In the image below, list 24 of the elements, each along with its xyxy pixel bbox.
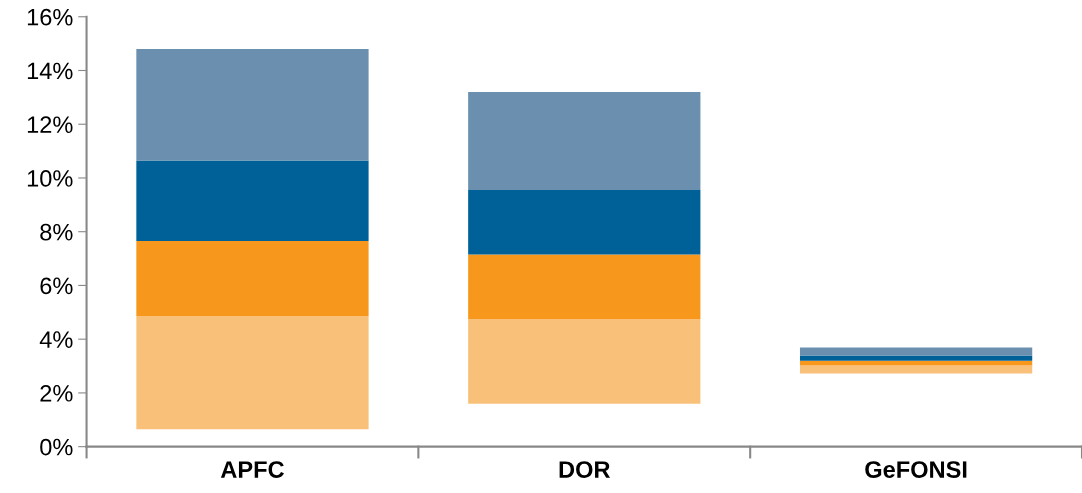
bar bbox=[799, 347, 1033, 356]
y-tick-label: 10% bbox=[27, 170, 73, 187]
y-tick-label: 0% bbox=[40, 438, 73, 456]
x-tick-label: DOR bbox=[559, 461, 611, 478]
y-tick-label: 16% bbox=[27, 8, 73, 26]
bar bbox=[468, 319, 701, 404]
y-tick-label: 6% bbox=[40, 277, 73, 295]
bar bbox=[799, 355, 1033, 361]
bar bbox=[136, 316, 369, 430]
y-tick-label: 8% bbox=[40, 223, 73, 241]
bar bbox=[468, 254, 701, 320]
bar bbox=[468, 190, 701, 255]
y-tick-label: 2% bbox=[40, 384, 73, 402]
bar bbox=[799, 360, 1033, 366]
bar bbox=[136, 241, 369, 317]
y-tick-label: 12% bbox=[27, 116, 73, 133]
bar bbox=[468, 91, 701, 191]
y-tick-label: 14% bbox=[27, 62, 73, 80]
bar bbox=[136, 160, 369, 242]
bar bbox=[799, 365, 1033, 374]
x-tick-label: APFC bbox=[220, 461, 284, 478]
y-tick-label: 4% bbox=[39, 331, 73, 348]
x-tick-label: GeFONSI bbox=[865, 461, 967, 478]
bar bbox=[136, 49, 369, 161]
